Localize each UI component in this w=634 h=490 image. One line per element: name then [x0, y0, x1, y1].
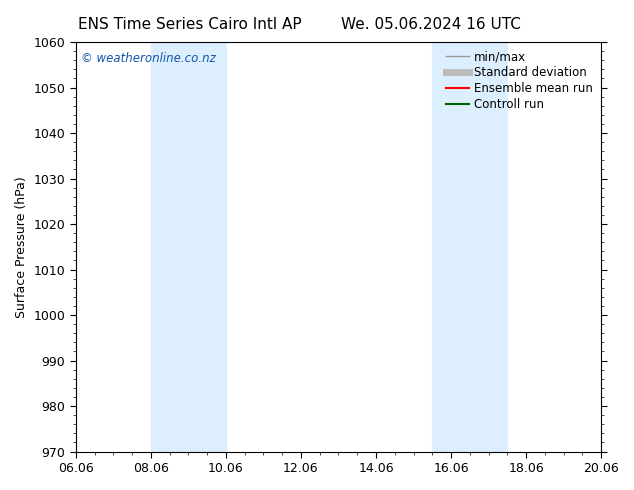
Legend: min/max, Standard deviation, Ensemble mean run, Controll run: min/max, Standard deviation, Ensemble me… [441, 46, 598, 116]
Bar [151, 42, 226, 452]
Text: ENS Time Series Cairo Intl AP: ENS Time Series Cairo Intl AP [79, 17, 302, 32]
Y-axis label: Surface Pressure (hPa): Surface Pressure (hPa) [15, 176, 28, 318]
Text: © weatheronline.co.nz: © weatheronline.co.nz [81, 52, 216, 65]
Text: We. 05.06.2024 16 UTC: We. 05.06.2024 16 UTC [341, 17, 521, 32]
Bar [432, 42, 507, 452]
